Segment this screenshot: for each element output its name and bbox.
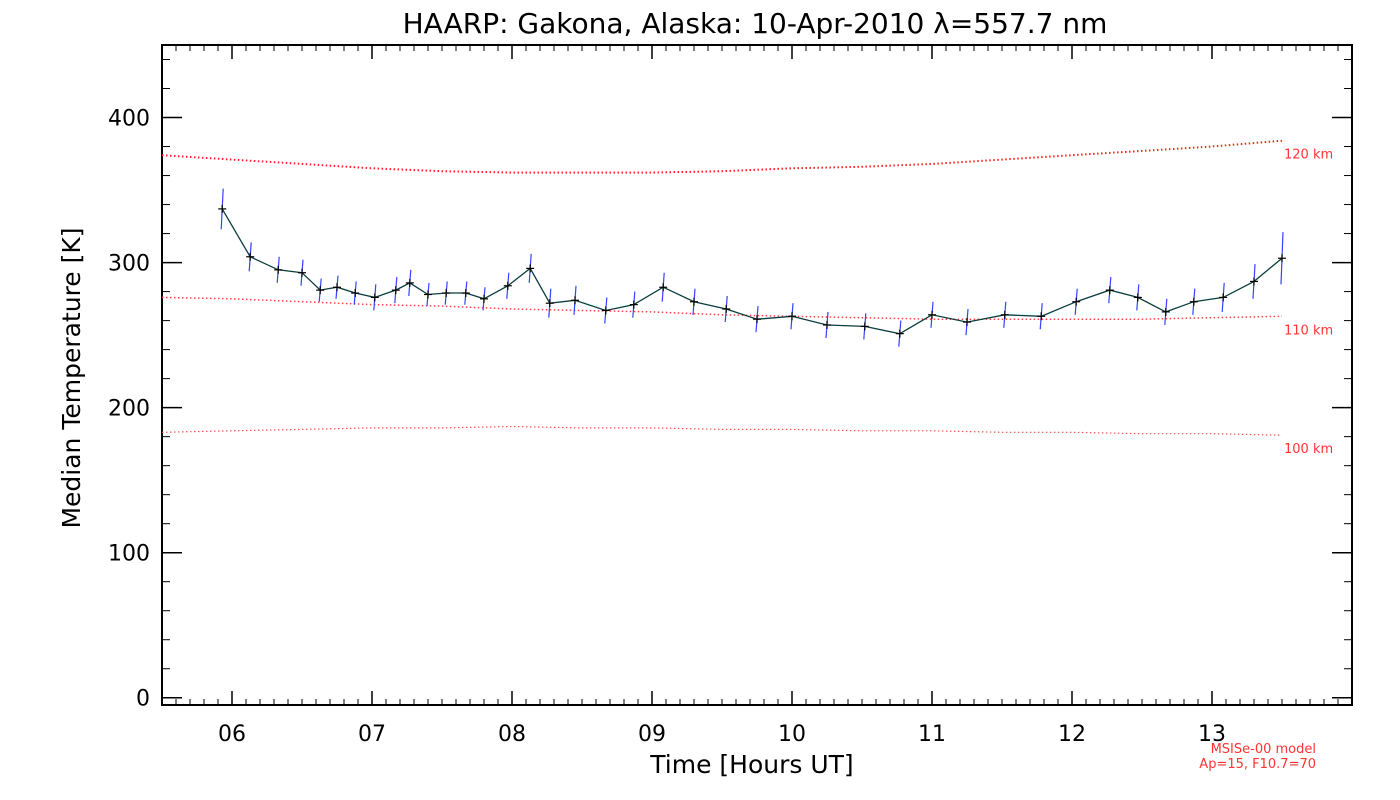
model-labels: 120 km 110 km 100 km (1284, 148, 1333, 457)
x-tick-label: 12 (1058, 722, 1086, 747)
data-point (1072, 297, 1081, 306)
data-point (1037, 312, 1046, 321)
data-point (1189, 297, 1198, 306)
model-label: 110 km (1284, 323, 1333, 338)
axis-ticks: 06 07 08 09 10 11 12 13 0 100 200 300 400 (108, 45, 1352, 747)
x-tick-label: 13 (1198, 722, 1226, 747)
data-point (274, 265, 283, 274)
data-point (690, 297, 698, 306)
x-tick-label: 07 (358, 722, 386, 747)
x-axis-label: Time [Hours UT] (649, 750, 853, 779)
y-tick-label: 100 (108, 542, 150, 567)
data-point (405, 278, 414, 287)
data-point (298, 268, 306, 277)
data-point (461, 289, 470, 298)
plot-frame (161, 44, 1353, 706)
data-point (571, 296, 579, 305)
data-point (1250, 277, 1258, 286)
data-point (823, 320, 831, 329)
model-label: 100 km (1284, 442, 1333, 457)
data-point (629, 300, 638, 309)
data-point (316, 286, 325, 295)
data-point (526, 264, 535, 273)
model-lines (161, 139, 1283, 436)
x-tick-label: 09 (638, 722, 666, 747)
data-point (424, 290, 432, 299)
model-line-110-km (161, 296, 1283, 320)
data-point (928, 310, 936, 319)
model-line-100-km (161, 425, 1283, 436)
data-point (370, 293, 379, 302)
y-axis-label: Median Temperature [K] (57, 227, 86, 528)
data-point (1161, 307, 1170, 316)
y-tick-label: 300 (108, 252, 150, 277)
measurement-series (218, 204, 1286, 338)
x-tick-label: 10 (778, 722, 806, 747)
data-point (1219, 293, 1228, 302)
x-tick-label: 06 (218, 722, 246, 747)
data-point (480, 294, 488, 303)
data-point (246, 252, 255, 261)
x-tick-label: 08 (498, 722, 526, 747)
data-point (218, 204, 227, 213)
data-point (601, 306, 610, 315)
model-label: 120 km (1284, 148, 1333, 163)
data-point (963, 318, 971, 327)
error-bars (220, 188, 1284, 347)
data-point (722, 305, 731, 313)
data-point (1105, 286, 1114, 295)
data-point (659, 283, 668, 292)
data-point (788, 312, 796, 321)
x-tick-label: 11 (918, 722, 946, 747)
measurement-line (221, 208, 1283, 335)
data-point (895, 329, 904, 338)
data-point (545, 299, 554, 308)
data-point (1133, 293, 1142, 302)
chart-title: HAARP: Gakona, Alaska: 10-Apr-2010 λ=557… (403, 7, 1108, 40)
data-point (753, 315, 761, 324)
data-point (351, 289, 360, 298)
y-tick-label: 0 (136, 687, 150, 712)
data-point (333, 283, 341, 292)
model-note-line1: MSISe-00 model (1211, 742, 1316, 757)
data-point (1000, 310, 1009, 319)
model-line-120-km (161, 139, 1283, 174)
data-point (442, 289, 451, 298)
y-tick-label: 200 (108, 397, 150, 422)
y-tick-label: 400 (108, 107, 150, 132)
model-note-line2: Ap=15, F10.7=70 (1199, 757, 1316, 772)
data-point (860, 322, 869, 331)
data-point (1278, 254, 1286, 263)
data-point (503, 281, 512, 290)
data-point (391, 286, 400, 295)
